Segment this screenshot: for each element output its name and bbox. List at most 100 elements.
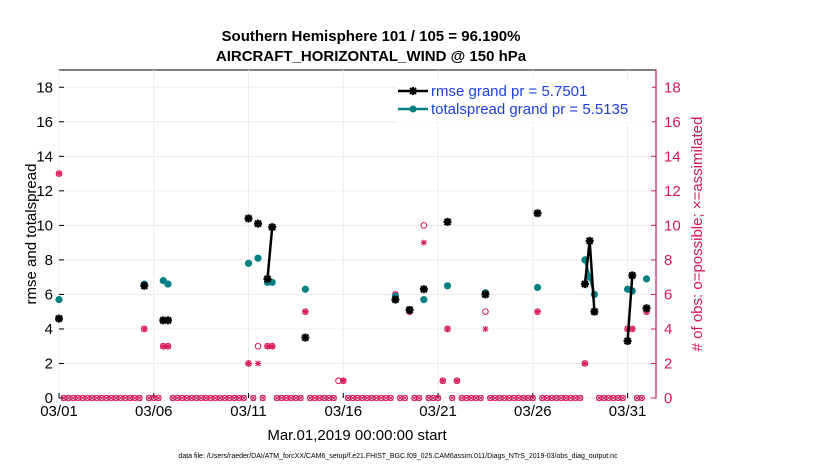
legend: rmse grand pr = 5.7501 totalspread grand… <box>396 78 652 122</box>
rmse-point <box>419 285 428 294</box>
possible-obs-point <box>155 394 162 402</box>
rmse-point <box>163 316 172 325</box>
assimilated-obs-point <box>340 377 347 384</box>
legend-box <box>396 78 652 122</box>
y-tick-label: 6 <box>45 286 53 303</box>
assimilated-obs-point <box>302 308 309 315</box>
assimilated-obs-point <box>610 395 617 401</box>
assimilated-obs-point <box>368 395 375 401</box>
assimilated-obs-point <box>321 395 328 401</box>
assimilated-obs-point <box>402 395 408 401</box>
totalspread-point <box>443 282 452 290</box>
assimilated-obs-point <box>581 360 588 367</box>
assimilated-obs-point <box>596 395 602 401</box>
y-tick-label: 8 <box>45 252 53 269</box>
assimilated-obs-point <box>359 395 366 401</box>
assimilated-obs-point <box>221 395 228 401</box>
assimilated-obs-point <box>378 395 385 401</box>
assimilated-obs-point <box>520 395 527 401</box>
assimilated-obs-point <box>293 395 299 401</box>
y-tick-label: 10 <box>36 217 53 234</box>
assimilated-obs-point <box>330 395 337 401</box>
assimilated-obs-point <box>240 395 247 401</box>
assimilated-obs-point <box>127 395 133 401</box>
rmse-point <box>268 223 277 232</box>
assimilated-obs-point <box>160 343 167 350</box>
assimilated-obs-point <box>425 395 432 401</box>
assimilated-obs-point <box>492 395 498 401</box>
y-axis-ticks: 0 2 4 6 8 10 12 14 16 18 <box>36 79 64 407</box>
x-axis-ticks: 03/01 03/06 03/11 03/16 03/21 03/26 03/31 <box>40 393 646 420</box>
assimilated-obs-point <box>430 395 437 401</box>
assimilated-obs-point <box>468 395 475 401</box>
assimilated-obs-point <box>539 395 546 401</box>
rmse-point <box>585 236 594 245</box>
assimilated-obs-point <box>463 395 470 401</box>
assimilated-obs-point <box>473 395 479 401</box>
assimilated-obs-point <box>572 395 579 401</box>
rmse-point <box>533 209 542 218</box>
assimilated-obs-point <box>373 395 380 401</box>
assimilated-obs-point <box>435 395 441 401</box>
y-tick-label: 18 <box>36 79 53 96</box>
totalspread-point <box>244 259 253 267</box>
possible-obs-point <box>415 394 423 402</box>
assimilated-obs-point <box>515 395 522 401</box>
possible-obs-point <box>330 394 337 402</box>
possible-obs-point <box>638 394 645 402</box>
possible-obs-point <box>619 394 626 402</box>
assimilated-obs-point <box>312 395 318 401</box>
assimilated-obs-point <box>150 395 157 401</box>
right-y-tick-label: 10 <box>664 217 681 234</box>
assimilated-obs-point <box>179 395 186 401</box>
right-y-tick-label: 14 <box>664 148 681 165</box>
assimilated-obs-point <box>511 395 517 401</box>
assimilated-obs-point <box>529 395 536 401</box>
possible-obs-point <box>434 394 442 402</box>
x-tick-label: 03/21 <box>419 403 457 420</box>
assimilated-obs-point <box>558 395 565 401</box>
assimilated-obs-point <box>89 395 96 401</box>
assimilated-obs-point <box>217 395 223 401</box>
rmse-point <box>481 290 490 299</box>
assimilated-obs-point <box>297 395 304 401</box>
assimilated-obs-point <box>203 395 209 401</box>
assimilated-obs-point <box>420 239 427 246</box>
assimilated-obs-point <box>501 395 508 401</box>
legend-rmse-marker <box>409 87 417 95</box>
assimilated-obs-point <box>255 360 261 367</box>
assimilated-obs-point <box>226 395 233 401</box>
assimilated-obs-point <box>60 395 67 401</box>
assimilated-obs-point <box>207 395 214 401</box>
assimilated-obs-point <box>449 395 456 401</box>
assimilated-obs-point <box>146 395 152 401</box>
assimilated-obs-point <box>193 395 200 401</box>
assimilated-obs-point <box>131 395 138 401</box>
rmse-point <box>391 295 400 304</box>
assimilated-obs-point <box>354 395 361 401</box>
assimilated-obs-point <box>506 395 512 401</box>
assimilated-obs-point <box>496 395 503 401</box>
assimilated-obs-point <box>236 395 242 401</box>
assimilated-obs-point <box>198 395 204 401</box>
assimilated-obs-point <box>164 343 171 350</box>
assimilated-obs-point <box>454 377 460 384</box>
totalspread-point <box>533 283 542 292</box>
rmse-point <box>443 217 452 226</box>
right-y-tick-label: 18 <box>664 79 681 96</box>
x-tick-label: 03/31 <box>609 403 647 420</box>
totalspread-point <box>301 285 309 293</box>
assimilated-obs-point <box>615 395 621 401</box>
plot-area <box>58 69 657 399</box>
x-axis-label: Mar.01,2019 00:00:00 start <box>267 427 447 444</box>
assimilated-obs-point <box>113 395 119 401</box>
rmse-point <box>140 281 149 290</box>
rmse-point <box>623 337 632 346</box>
assimilated-obs-point <box>98 395 105 401</box>
assimilated-obs-point <box>84 395 91 401</box>
rmse-point <box>244 214 253 223</box>
assimilated-obs-point <box>563 395 569 401</box>
rmse-point <box>580 280 589 289</box>
rmse-point <box>263 274 272 283</box>
